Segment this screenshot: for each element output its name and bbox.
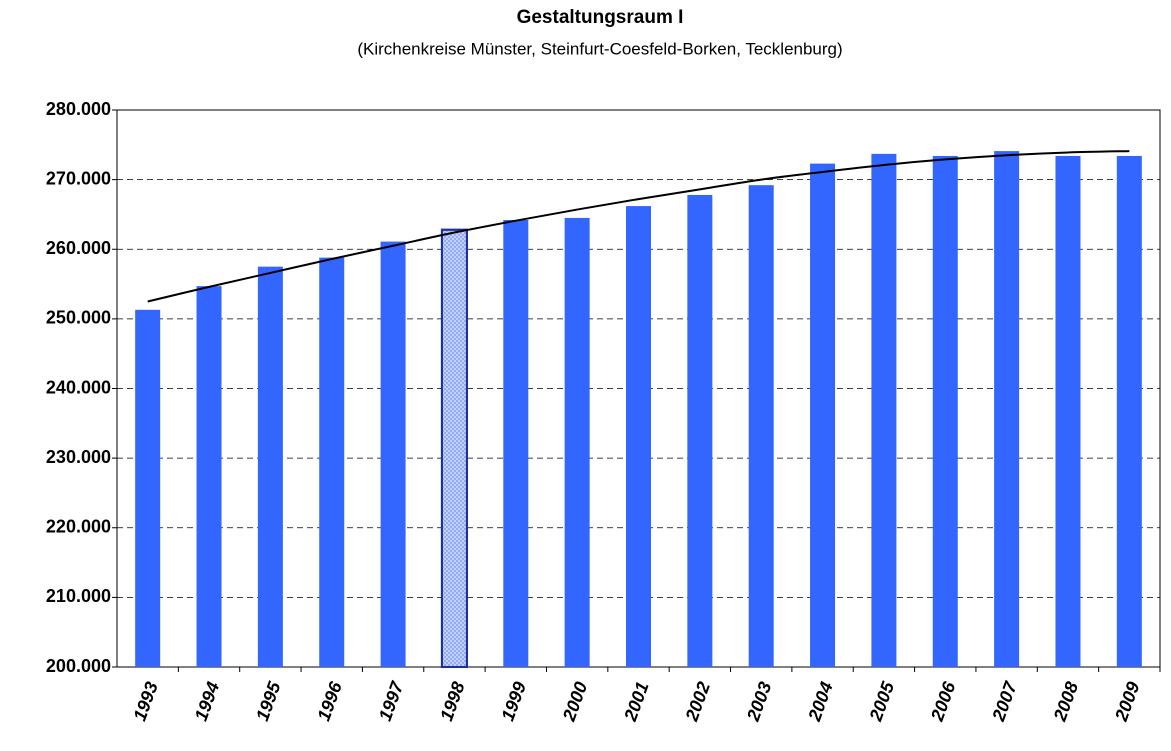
x-tick-label: 2005 [865, 678, 898, 724]
y-tick-label: 240.000 [46, 377, 111, 397]
trend-line [147, 150, 1130, 303]
x-tick-label: 2002 [681, 679, 714, 724]
bar [319, 257, 345, 667]
x-tick-label: 1993 [129, 679, 161, 723]
x-tick-label: 2007 [988, 678, 1021, 724]
bar [135, 309, 161, 667]
chart-title: Gestaltungsraum I [517, 7, 684, 28]
x-tick-label: 1995 [252, 678, 285, 723]
bar [932, 155, 958, 667]
bar [994, 151, 1020, 668]
y-tick-label: 270.000 [46, 168, 111, 188]
x-tick-label: 2000 [559, 679, 592, 724]
x-tick-label: 2001 [620, 679, 653, 724]
bar [564, 217, 590, 667]
y-tick-label: 250.000 [46, 308, 111, 328]
x-tick-label: 2009 [1111, 679, 1144, 724]
bar [871, 153, 897, 667]
bar [687, 194, 713, 667]
x-tick-label: 1996 [313, 678, 346, 723]
chart-subtitle: (Kirchenkreise Münster, Steinfurt-Coesfe… [357, 39, 842, 58]
y-tick-label: 200.000 [46, 656, 111, 676]
bar [380, 241, 406, 667]
x-tick-label: 1998 [436, 679, 468, 723]
bar [196, 286, 222, 667]
x-tick-label: 2003 [743, 679, 776, 724]
x-tick-label: 2006 [927, 678, 960, 724]
x-tick-label: 2008 [1049, 679, 1082, 724]
x-tick-label: 2004 [804, 679, 837, 724]
y-tick-label: 220.000 [46, 517, 111, 537]
bar [1116, 155, 1142, 667]
y-tick-label: 230.000 [46, 447, 111, 467]
x-tick-label: 1999 [498, 679, 530, 723]
bar [626, 206, 651, 667]
x-tick-label: 1997 [375, 678, 408, 723]
x-tick-label: 1994 [191, 679, 223, 723]
bar [503, 220, 529, 667]
bar [810, 163, 836, 667]
bar [748, 185, 774, 667]
y-tick-label: 260.000 [46, 238, 111, 258]
bar [440, 228, 468, 668]
y-tick-label: 210.000 [46, 586, 111, 606]
bar [1055, 155, 1081, 667]
y-tick-label: 280.000 [46, 99, 111, 119]
bar [257, 266, 283, 667]
